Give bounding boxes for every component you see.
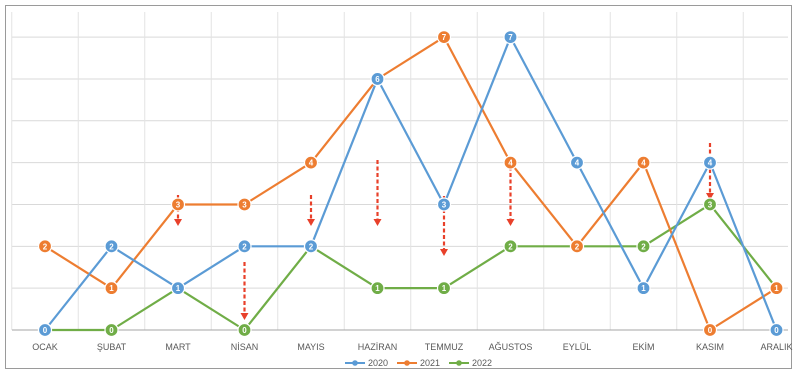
data-point [370, 71, 385, 87]
data-label: 2 [508, 242, 513, 251]
legend-item-2022: 2022 [449, 358, 492, 368]
data-label: 0 [242, 326, 247, 335]
data-point [702, 322, 718, 338]
data-point [170, 197, 186, 212]
data-point [370, 281, 385, 296]
data-point [702, 197, 718, 212]
series-line-2022 [45, 203, 778, 332]
data-point [702, 155, 718, 170]
x-tick-label: EYLÜL [563, 342, 592, 352]
data-label: 2 [43, 242, 48, 251]
data-point [503, 30, 518, 45]
data-point [636, 239, 651, 254]
data-point [436, 197, 452, 212]
data-label: 4 [575, 159, 580, 168]
data-point [503, 239, 518, 254]
down-arrow-ağustos [506, 160, 515, 226]
data-point [104, 281, 119, 296]
legend: 2020 2021 2022 [345, 358, 492, 368]
data-label: 3 [442, 200, 447, 209]
gridlines [11, 12, 788, 331]
data-point [37, 239, 53, 254]
x-tick-label: MART [165, 342, 191, 352]
data-label: 3 [176, 200, 181, 209]
x-tick-label: TEMMUZ [425, 342, 464, 352]
data-label: 1 [375, 284, 380, 293]
data-point [436, 30, 452, 45]
data-point [636, 281, 651, 296]
series-line-2021 [44, 36, 778, 332]
data-point [636, 155, 651, 170]
data-label: 4 [708, 159, 713, 168]
legend-item-2020: 2020 [345, 358, 388, 368]
data-label: 0 [43, 326, 48, 335]
data-label: 1 [176, 284, 181, 293]
series-lines: 0 0 1 0 2 1 1 2 2 2 3 1 2 1 3 3 4 6 7 4 2 4 0 10 2 1 2 2 6 3 7 4 1 4 0 [37, 30, 784, 338]
data-label: 4 [641, 159, 646, 168]
data-label: 1 [442, 284, 447, 293]
x-tick-label: KASIM [696, 342, 724, 352]
data-point [170, 281, 186, 296]
legend-item-2021: 2021 [397, 358, 440, 368]
data-label: 3 [708, 200, 713, 209]
data-point [503, 155, 518, 170]
legend-label: 2022 [472, 358, 492, 368]
data-label: 0 [774, 326, 779, 335]
data-label: 1 [774, 284, 779, 293]
x-tick-label: HAZİRAN [358, 342, 398, 352]
data-point [436, 281, 452, 296]
data-label: 7 [442, 33, 447, 42]
data-point [769, 281, 784, 296]
x-tick-label: OCAK [32, 342, 58, 352]
data-point [104, 239, 119, 254]
data-point [303, 155, 319, 170]
data-label: 0 [708, 326, 713, 335]
data-label: 4 [508, 159, 513, 168]
data-label: 3 [242, 200, 247, 209]
data-label: 2 [641, 242, 646, 251]
legend-label: 2021 [420, 358, 440, 368]
x-tick-label: NİSAN [231, 342, 259, 352]
data-point [769, 322, 784, 338]
data-label: 7 [508, 33, 513, 42]
x-tick-label: MAYIS [297, 342, 324, 352]
data-point [237, 197, 252, 212]
x-tick-label: ŞUBAT [97, 342, 127, 352]
x-tick-label: ARALIK [760, 342, 792, 352]
data-label: 2 [309, 242, 314, 251]
down-arrow-mayis [307, 195, 315, 226]
data-label: 4 [309, 159, 314, 168]
legend-label: 2020 [368, 358, 388, 368]
data-point [37, 322, 53, 338]
data-label: 0 [109, 326, 114, 335]
data-point [303, 239, 319, 254]
data-point [237, 239, 252, 254]
data-point [569, 155, 585, 170]
data-label: 2 [109, 242, 114, 251]
data-point [104, 322, 119, 338]
data-point [237, 322, 252, 338]
down-arrow-hazi̇ran [373, 160, 382, 226]
down-arrow-ni̇san [240, 262, 249, 320]
data-label: 2 [242, 242, 247, 251]
x-axis-ticks: OCAK ŞUBAT MART NİSAN MAYIS HAZİRAN TEMMUZ AĞUS… [32, 342, 792, 352]
data-point [569, 239, 585, 254]
series-line-2020 [44, 36, 778, 331]
data-label: 1 [109, 284, 114, 293]
series-markers-2020: 0 2 1 2 2 6 3 7 4 1 4 0 [37, 30, 784, 338]
data-label: 6 [375, 75, 380, 84]
x-tick-label: AĞUSTOS [489, 342, 533, 352]
x-tick-label: EKİM [632, 342, 654, 352]
data-label: 1 [641, 284, 646, 293]
data-label: 2 [575, 242, 580, 251]
